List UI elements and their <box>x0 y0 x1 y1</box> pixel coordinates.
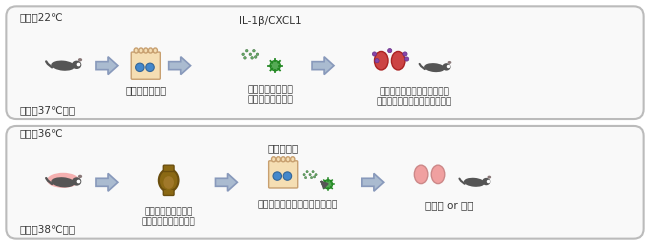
Ellipse shape <box>251 57 254 59</box>
Ellipse shape <box>249 53 252 56</box>
Polygon shape <box>96 174 118 191</box>
FancyBboxPatch shape <box>163 165 174 172</box>
Ellipse shape <box>448 61 451 64</box>
Ellipse shape <box>72 61 81 69</box>
FancyBboxPatch shape <box>131 52 161 79</box>
Ellipse shape <box>313 176 316 178</box>
Ellipse shape <box>51 61 75 71</box>
Ellipse shape <box>270 61 280 71</box>
Ellipse shape <box>134 48 138 53</box>
Ellipse shape <box>162 175 175 190</box>
Text: ウイルスの増殖: ウイルスの増殖 <box>125 86 166 95</box>
Text: 体温：37℃前後: 体温：37℃前後 <box>20 105 75 115</box>
Polygon shape <box>215 174 237 191</box>
Ellipse shape <box>51 177 75 187</box>
Ellipse shape <box>311 176 313 179</box>
Text: 無症状 or 軽症: 無症状 or 軽症 <box>425 200 474 210</box>
Polygon shape <box>312 57 334 75</box>
Ellipse shape <box>276 157 281 162</box>
Ellipse shape <box>291 157 295 162</box>
Ellipse shape <box>253 49 255 52</box>
Ellipse shape <box>414 165 428 184</box>
FancyBboxPatch shape <box>6 126 644 239</box>
Ellipse shape <box>148 48 153 53</box>
Ellipse shape <box>306 171 308 173</box>
Ellipse shape <box>146 63 154 71</box>
Ellipse shape <box>159 169 179 192</box>
Ellipse shape <box>144 48 148 53</box>
Ellipse shape <box>404 57 409 61</box>
Ellipse shape <box>387 49 392 53</box>
Ellipse shape <box>403 52 407 56</box>
Ellipse shape <box>431 165 445 184</box>
Ellipse shape <box>312 171 314 173</box>
Text: 二次胆汁酸: 二次胆汁酸 <box>268 143 299 153</box>
Ellipse shape <box>375 59 379 63</box>
Ellipse shape <box>139 48 143 53</box>
Ellipse shape <box>443 63 450 70</box>
Ellipse shape <box>72 177 81 186</box>
Ellipse shape <box>254 56 257 58</box>
Ellipse shape <box>391 52 405 70</box>
Text: 外気温22℃: 外気温22℃ <box>20 12 63 22</box>
FancyBboxPatch shape <box>163 189 174 195</box>
Ellipse shape <box>303 174 306 176</box>
Text: 外気温36℃: 外気温36℃ <box>20 128 63 138</box>
Ellipse shape <box>246 49 248 52</box>
FancyBboxPatch shape <box>268 161 298 188</box>
Ellipse shape <box>47 173 79 188</box>
Ellipse shape <box>286 157 290 162</box>
Ellipse shape <box>283 172 292 180</box>
Ellipse shape <box>281 157 285 162</box>
Ellipse shape <box>482 178 490 185</box>
Ellipse shape <box>304 176 307 179</box>
FancyBboxPatch shape <box>6 6 644 119</box>
Polygon shape <box>168 57 190 75</box>
Text: 好中球の浸潤と肺の組織障害
によるウイルス性肺炎の重症化: 好中球の浸潤と肺の組織障害 によるウイルス性肺炎の重症化 <box>377 87 452 107</box>
Ellipse shape <box>272 157 276 162</box>
Text: 腸内細菌叢の活性化
（二次胆汁酸の増加）: 腸内細菌叢の活性化 （二次胆汁酸の増加） <box>142 207 196 226</box>
Ellipse shape <box>273 172 281 180</box>
Polygon shape <box>362 174 383 191</box>
Text: 体温：38℃以上: 体温：38℃以上 <box>20 224 75 234</box>
Ellipse shape <box>244 57 246 59</box>
Ellipse shape <box>374 52 388 70</box>
Ellipse shape <box>424 63 445 72</box>
Ellipse shape <box>78 58 82 61</box>
Ellipse shape <box>153 48 157 53</box>
Ellipse shape <box>372 52 376 56</box>
Ellipse shape <box>242 53 244 56</box>
Ellipse shape <box>309 174 311 176</box>
Ellipse shape <box>256 53 259 56</box>
Ellipse shape <box>324 180 332 189</box>
Text: ウイルス増殖と炎症反応を抑制: ウイルス増殖と炎症反応を抑制 <box>258 200 339 209</box>
Ellipse shape <box>315 174 317 176</box>
Ellipse shape <box>488 176 491 179</box>
Ellipse shape <box>464 178 485 187</box>
Ellipse shape <box>78 175 82 178</box>
Polygon shape <box>96 57 118 75</box>
Ellipse shape <box>136 63 144 71</box>
Text: IL-1β/CXCL1: IL-1β/CXCL1 <box>239 16 302 26</box>
Text: 感染局所における
炎症反応が起こる: 感染局所における 炎症反応が起こる <box>247 86 293 105</box>
